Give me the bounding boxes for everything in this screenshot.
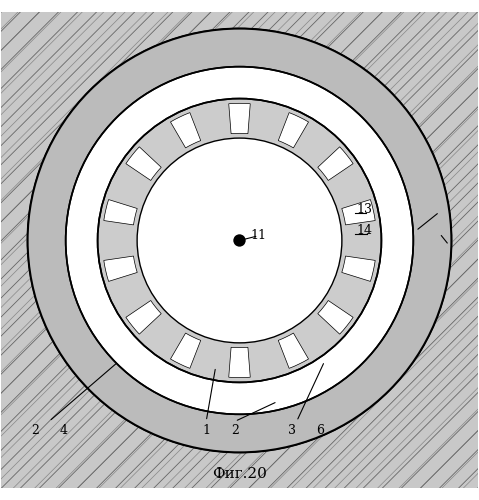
Wedge shape bbox=[126, 300, 161, 334]
Text: 6: 6 bbox=[317, 424, 324, 438]
Wedge shape bbox=[318, 300, 353, 334]
Wedge shape bbox=[171, 112, 201, 148]
Circle shape bbox=[27, 28, 452, 454]
Text: 13: 13 bbox=[356, 203, 372, 216]
Wedge shape bbox=[171, 333, 201, 368]
Wedge shape bbox=[104, 256, 137, 281]
Text: 3: 3 bbox=[288, 424, 296, 438]
Polygon shape bbox=[1, 12, 478, 488]
Wedge shape bbox=[278, 333, 308, 368]
Circle shape bbox=[28, 28, 451, 452]
Text: Фиг.20: Фиг.20 bbox=[212, 467, 267, 481]
Circle shape bbox=[137, 138, 342, 343]
Text: 4: 4 bbox=[59, 424, 67, 438]
Wedge shape bbox=[342, 200, 375, 225]
Wedge shape bbox=[318, 147, 353, 180]
Text: 2: 2 bbox=[231, 424, 239, 438]
Circle shape bbox=[66, 66, 413, 414]
Wedge shape bbox=[278, 112, 308, 148]
Wedge shape bbox=[126, 147, 161, 180]
Circle shape bbox=[98, 98, 381, 383]
Wedge shape bbox=[229, 104, 250, 134]
Text: 11: 11 bbox=[251, 229, 266, 242]
Text: 2: 2 bbox=[31, 424, 39, 438]
Text: 1: 1 bbox=[202, 424, 210, 438]
Circle shape bbox=[233, 234, 246, 246]
Wedge shape bbox=[104, 200, 137, 225]
Wedge shape bbox=[229, 348, 250, 378]
Wedge shape bbox=[342, 256, 375, 281]
Text: 14: 14 bbox=[356, 224, 372, 237]
